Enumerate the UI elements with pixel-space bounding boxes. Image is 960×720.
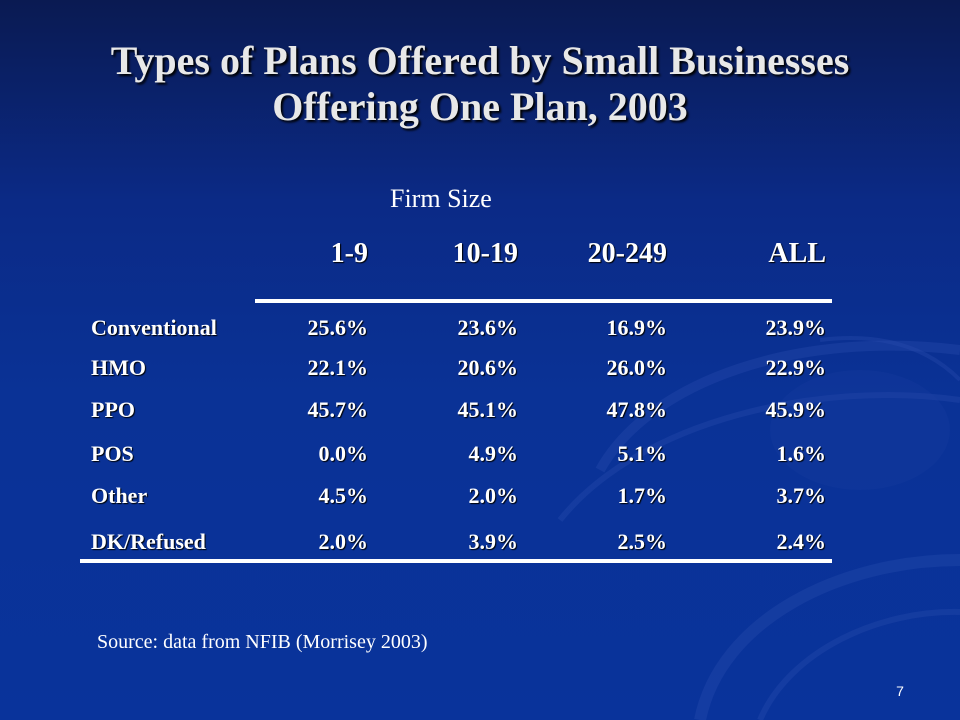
column-header-20-249: 20-249 bbox=[587, 238, 667, 269]
slide-title: Types of Plans Offered by Small Business… bbox=[40, 38, 920, 130]
table-cell: 2.0% bbox=[318, 529, 369, 554]
table-cell: 47.8% bbox=[606, 397, 668, 422]
table-cell: 4.9% bbox=[468, 441, 519, 466]
column-header-all: ALL bbox=[768, 238, 826, 269]
row-label-other: Other bbox=[91, 483, 148, 508]
table-cell: 22.1% bbox=[307, 355, 369, 380]
table-cell: 16.9% bbox=[606, 315, 668, 340]
table-cell: 20.6% bbox=[457, 355, 519, 380]
table-cell: 3.9% bbox=[468, 529, 519, 554]
table-cell: 45.9% bbox=[765, 397, 827, 422]
header-rule bbox=[255, 299, 832, 303]
table-cell: 23.6% bbox=[457, 315, 519, 340]
table-cell: 4.5% bbox=[318, 483, 369, 508]
row-label-pos: POS bbox=[91, 441, 134, 466]
table-cell: 25.6% bbox=[307, 315, 369, 340]
row-label-dk-refused: DK/Refused bbox=[91, 529, 206, 554]
slide-number: 7 bbox=[896, 683, 904, 699]
table-cell: 2.5% bbox=[617, 529, 668, 554]
column-header-1-9: 1-9 bbox=[330, 238, 368, 269]
table-cell: 5.1% bbox=[617, 441, 668, 466]
table-cell: 45.7% bbox=[307, 397, 369, 422]
table-cell: 3.7% bbox=[776, 483, 827, 508]
source-note: Source: data from NFIB (Morrisey 2003) bbox=[97, 631, 428, 653]
table-cell: 2.0% bbox=[468, 483, 519, 508]
table-cell: 23.9% bbox=[765, 315, 827, 340]
table-cell: 22.9% bbox=[765, 355, 827, 380]
slide-title-line-2: Offering One Plan, 2003 bbox=[272, 84, 688, 129]
table-cell: 0.0% bbox=[318, 441, 369, 466]
slide-title-line-1: Types of Plans Offered by Small Business… bbox=[110, 38, 850, 83]
table-cell: 1.7% bbox=[617, 483, 668, 508]
table-cell: 2.4% bbox=[776, 529, 827, 554]
table-cell: 1.6% bbox=[776, 441, 827, 466]
table-cell: 26.0% bbox=[606, 355, 668, 380]
firm-size-header: Firm Size bbox=[390, 184, 492, 213]
row-label-conventional: Conventional bbox=[91, 315, 217, 340]
row-label-hmo: HMO bbox=[91, 355, 146, 380]
table-bottom-rule bbox=[80, 559, 832, 563]
column-header-10-19: 10-19 bbox=[452, 238, 518, 269]
table-cell: 45.1% bbox=[457, 397, 519, 422]
row-label-ppo: PPO bbox=[91, 397, 135, 422]
